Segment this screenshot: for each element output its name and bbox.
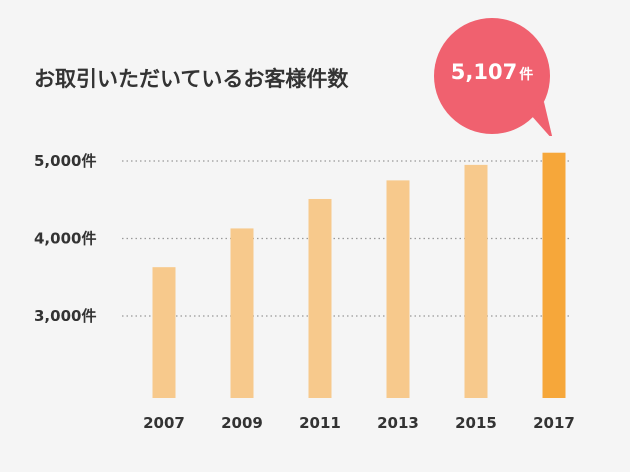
x-tick-label: 2015: [455, 414, 497, 432]
bar-2009: [230, 228, 254, 398]
callout-bubble: [434, 18, 552, 136]
y-tick-label: 5,000件: [34, 152, 96, 170]
x-tick-label: 2017: [533, 414, 575, 432]
chart-title: お取引いただいているお客様件数: [34, 67, 349, 91]
callout-unit: 件: [519, 67, 534, 83]
x-tick-label: 2009: [221, 414, 263, 432]
x-tick-label: 2013: [377, 414, 419, 432]
y-tick-label: 3,000件: [34, 307, 96, 325]
callout-label: 5,107 件: [432, 60, 552, 84]
x-tick-label: 2011: [299, 414, 341, 432]
callout-value: 5,107: [450, 60, 518, 84]
x-tick-label: 2007: [143, 414, 185, 432]
bar-2011: [308, 198, 332, 398]
bar-2015: [464, 164, 488, 398]
bar-2017: [542, 152, 566, 398]
bar-2007: [152, 267, 176, 398]
y-tick-label: 4,000件: [34, 230, 96, 248]
bar-2013: [386, 180, 410, 398]
